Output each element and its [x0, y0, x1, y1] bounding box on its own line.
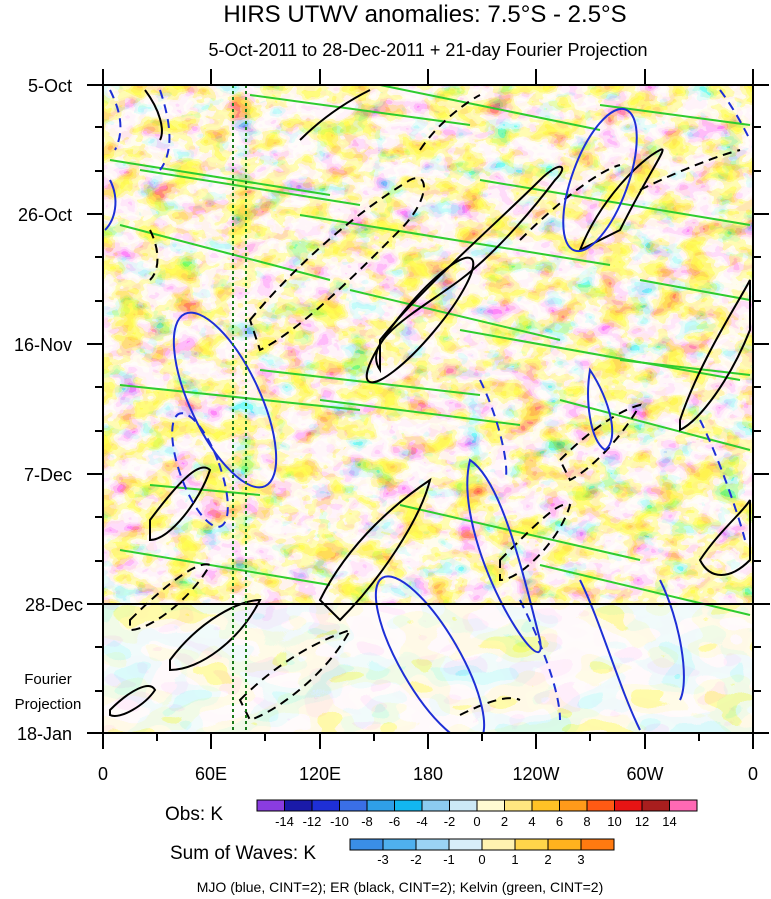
colorbar-tick-label: 0 — [478, 852, 485, 867]
colorbar-swatch — [382, 838, 417, 851]
colorbar-tick-label: -14 — [275, 814, 294, 829]
chart-title: HIRS UTWV anomalies: 7.5°S - 2.5°S — [223, 1, 626, 28]
mjo-contours-negative — [109, 89, 751, 721]
x-axis — [102, 69, 754, 749]
y-tick-label: 7-Dec — [24, 465, 72, 485]
y-tick-label: 5-Oct — [28, 76, 72, 96]
colorbar-tick-label: 6 — [556, 814, 563, 829]
colorbar-swatch — [504, 799, 533, 812]
colorbar-tick-label: 8 — [583, 814, 590, 829]
y-tick-label: 16-Nov — [14, 335, 72, 355]
colorbar-tick-label: 1 — [511, 852, 518, 867]
projection-label: Fourier — [24, 671, 72, 688]
colorbar-swatch — [669, 799, 698, 812]
colorbar-tick-label: 14 — [662, 814, 676, 829]
colorbar-swatch — [339, 799, 368, 812]
colorbar-tick-label: -10 — [330, 814, 349, 829]
colorbar-tick-label: -6 — [389, 814, 401, 829]
reference-lines — [232, 85, 247, 733]
colorbar-swatch — [311, 799, 340, 812]
obs-anomaly-field — [103, 85, 753, 604]
colorbar-tick-label: -2 — [410, 852, 422, 867]
mjo-contours — [104, 107, 685, 733]
y-tick-label: 26-Oct — [18, 205, 72, 225]
colorbar-swatch — [476, 799, 505, 812]
colorbar-swatch — [449, 799, 478, 812]
chart-subtitle: 5-Oct-2011 to 28-Dec-2011 + 21-day Fouri… — [208, 40, 647, 60]
colorbar-tick-label: -4 — [416, 814, 428, 829]
er-contours-negative — [129, 94, 741, 722]
colorbar-swatch — [531, 799, 560, 812]
colorbar-tick-label: -3 — [377, 852, 389, 867]
colorbar-swatch — [394, 799, 423, 812]
colorbar-swatch — [448, 838, 483, 851]
plot-area — [103, 85, 753, 733]
obs-colorbar: -14 -12 -10 -8 -6 -4 -2 0 2 4 6 8 10 12 14 — [256, 799, 698, 829]
colorbar-swatch — [256, 799, 285, 812]
obs-colorbar-label: Obs: K — [165, 804, 223, 825]
x-tick-label: 0 — [98, 764, 108, 784]
colorbar-tick-label: 10 — [607, 814, 621, 829]
colorbar-tick-label: 4 — [528, 814, 535, 829]
y-tick-label: 28-Dec — [25, 595, 83, 615]
colorbar-swatch — [514, 838, 549, 851]
colorbar-swatch — [641, 799, 670, 812]
colorbar-swatch — [481, 838, 516, 851]
colorbar-swatch — [580, 838, 615, 851]
x-tick-label: 120E — [299, 764, 341, 784]
colorbar-tick-label: 3 — [577, 852, 584, 867]
colorbar-swatch — [415, 838, 450, 851]
colorbar-swatch — [284, 799, 313, 812]
y-axis — [87, 84, 769, 734]
x-tick-label: 60E — [195, 764, 227, 784]
colorbar-swatch — [349, 838, 384, 851]
colorbar-tick-label: -2 — [444, 814, 456, 829]
colorbar-swatch — [366, 799, 395, 812]
footnote: MJO (blue, CINT=2); ER (black, CINT=2); … — [197, 879, 604, 895]
colorbar-swatch — [586, 799, 615, 812]
colorbar-tick-label: -1 — [443, 852, 455, 867]
waves-colorbar-label: Sum of Waves: K — [170, 843, 316, 864]
colorbar-tick-label: -8 — [361, 814, 373, 829]
x-tick-label: 60W — [626, 764, 663, 784]
colorbar-swatch — [547, 838, 582, 851]
waves-colorbar: -3 -2 -1 0 1 2 3 — [349, 838, 615, 867]
y-tick-label: 18-Jan — [17, 724, 72, 744]
x-tick-label: 0 — [748, 764, 758, 784]
er-contours — [109, 89, 751, 717]
colorbar-swatch — [421, 799, 450, 812]
colorbar-tick-label: 12 — [635, 814, 649, 829]
colorbar-tick-label: 0 — [473, 814, 480, 829]
colorbar-tick-label: 2 — [501, 814, 508, 829]
colorbar-tick-label: -12 — [303, 814, 322, 829]
colorbar-swatch — [614, 799, 643, 812]
x-tick-label: 180 — [413, 764, 443, 784]
x-tick-label: 120W — [512, 764, 559, 784]
projection-label: Projection — [15, 696, 82, 713]
colorbar-tick-label: 2 — [544, 852, 551, 867]
projection-field — [103, 604, 753, 733]
colorbar-swatch — [559, 799, 588, 812]
